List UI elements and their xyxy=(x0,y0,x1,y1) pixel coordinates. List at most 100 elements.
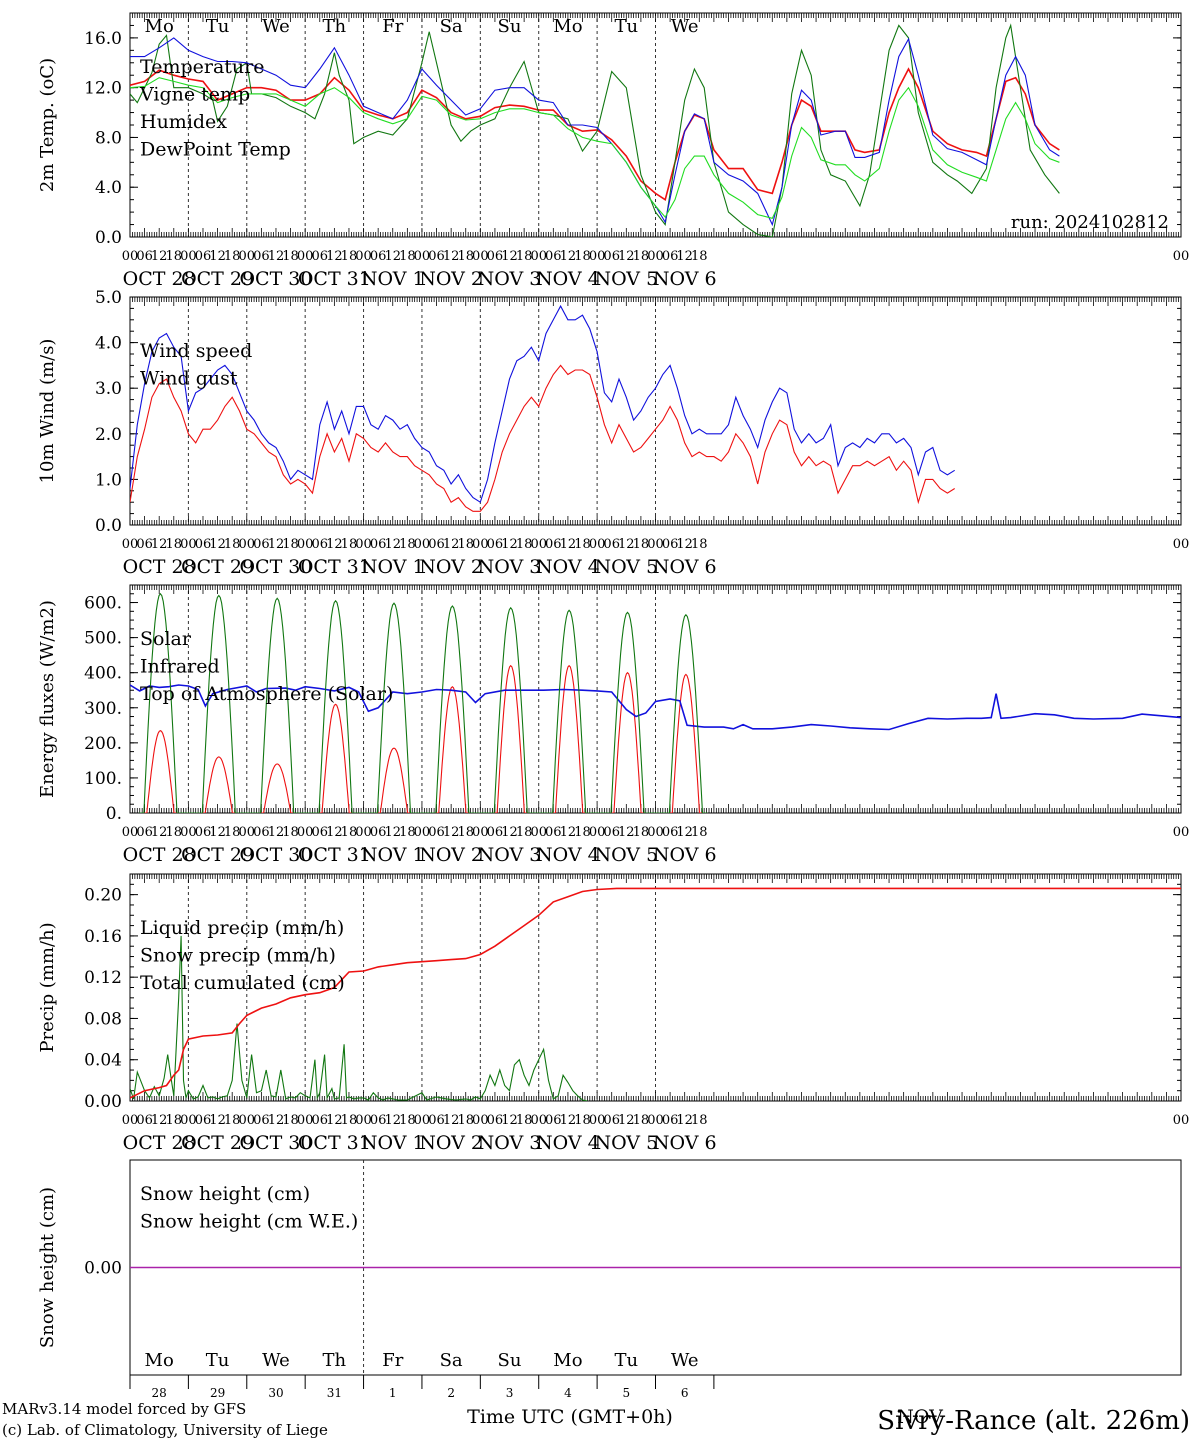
hour-label: 06 xyxy=(428,825,445,840)
hour-label: 12 xyxy=(209,825,226,840)
series-group xyxy=(130,23,1060,237)
weekday-label: Su xyxy=(498,1350,522,1371)
y-tick-label: 0.00 xyxy=(84,1092,122,1112)
date-label: NOV 5 xyxy=(594,844,658,866)
y-axis-label: Precip (mm/h) xyxy=(37,922,58,1052)
y-tick-label: 100. xyxy=(84,769,122,789)
series-group xyxy=(130,887,1181,1101)
hour-label: 00 xyxy=(297,249,314,264)
hour-label: 12 xyxy=(326,537,343,552)
hour-label: 00 xyxy=(647,537,664,552)
hour-label: 12 xyxy=(618,537,635,552)
hour-label: 00 xyxy=(589,249,606,264)
hour-label: 00 xyxy=(589,825,606,840)
y-tick-label: 0.16 xyxy=(84,927,122,947)
hour-label: 12 xyxy=(501,1113,518,1128)
hour-label: 06 xyxy=(428,1113,445,1128)
date-label: NOV 2 xyxy=(419,268,483,290)
hour-label: 00 xyxy=(1173,825,1190,840)
date-label: NOV 1 xyxy=(361,1132,425,1154)
y-tick-label: 500. xyxy=(84,629,122,649)
bottom-nov-label: NOV xyxy=(897,1406,943,1428)
legend-entry: Vigne temp xyxy=(139,84,250,106)
day-number-label: 30 xyxy=(268,1386,283,1400)
series-line xyxy=(141,664,705,813)
series-line xyxy=(130,887,1181,1099)
date-label: NOV 6 xyxy=(653,556,717,578)
day-number-label: 1 xyxy=(389,1386,397,1400)
hour-label: 06 xyxy=(662,537,679,552)
panel-frame xyxy=(129,12,1182,238)
y-tick-label: 0.08 xyxy=(84,1009,122,1029)
hour-label: 00 xyxy=(530,825,547,840)
date-label: OCT 29 xyxy=(181,556,254,578)
date-label: OCT 30 xyxy=(239,268,312,290)
legend-entry: Humidex xyxy=(140,111,227,133)
hour-label: 00 xyxy=(414,249,431,264)
date-label: NOV 6 xyxy=(653,268,717,290)
y-tick-label: 400. xyxy=(84,664,122,684)
weekday-label: Fr xyxy=(382,1350,403,1371)
weekday-label: We xyxy=(671,16,699,37)
hour-label: 00 xyxy=(647,1113,664,1128)
hour-label: 06 xyxy=(370,1113,387,1128)
hour-label: 06 xyxy=(487,537,504,552)
legend-entry: Snow height (cm W.E.) xyxy=(140,1211,358,1233)
hour-label: 06 xyxy=(195,1113,212,1128)
y-tick-label: 300. xyxy=(84,699,122,719)
y-tick-label: 3.0 xyxy=(95,379,122,399)
hour-label: 18 xyxy=(341,1113,358,1128)
station-name: Sivry-Rance (alt. 226m) xyxy=(877,1406,1190,1436)
y-tick-label: 0.04 xyxy=(84,1051,122,1071)
hour-label: 18 xyxy=(166,537,183,552)
hour-label: 12 xyxy=(618,1113,635,1128)
legend-entry: Snow height (cm) xyxy=(140,1183,310,1205)
hour-label: 18 xyxy=(691,537,708,552)
series-line xyxy=(130,304,955,504)
date-label: OCT 30 xyxy=(239,1132,312,1154)
hour-label: 00 xyxy=(472,1113,489,1128)
hour-label: 06 xyxy=(545,825,562,840)
weekday-label: We xyxy=(262,1350,290,1371)
date-label: NOV 4 xyxy=(536,1132,600,1154)
hour-label: 18 xyxy=(166,1113,183,1128)
panel-5: Mo 28 Tu 29 We 30 Th 31 Fr 1 Sa 2 Su 3 Mo 4 Tu 5 We 6 0.00 Sn… xyxy=(37,1159,1182,1400)
day-number-label: 2 xyxy=(447,1386,455,1400)
legend-entry: Total cumulated (cm) xyxy=(140,972,345,994)
hour-label: 12 xyxy=(209,1113,226,1128)
day-number-label: 28 xyxy=(152,1386,167,1400)
hour-label: 12 xyxy=(384,537,401,552)
date-label: NOV 2 xyxy=(419,556,483,578)
date-label: OCT 30 xyxy=(239,844,312,866)
hour-label: 00 xyxy=(239,825,256,840)
hour-label: 00 xyxy=(589,1113,606,1128)
y-tick-label: 8.0 xyxy=(95,128,122,148)
hour-label: 18 xyxy=(574,825,591,840)
date-label: NOV 3 xyxy=(478,1132,542,1154)
lab-credit: (c) Lab. of Climatology, University of L… xyxy=(2,1421,328,1439)
y-tick-label: 4.0 xyxy=(95,334,122,354)
day-number-label: 4 xyxy=(564,1386,572,1400)
hour-label: 06 xyxy=(603,1113,620,1128)
hour-label: 12 xyxy=(268,537,285,552)
hour-label: 18 xyxy=(224,537,241,552)
hour-label: 18 xyxy=(224,1113,241,1128)
hour-label: 18 xyxy=(282,537,299,552)
date-label: NOV 5 xyxy=(594,556,658,578)
hour-label: 18 xyxy=(399,249,416,264)
hour-label: 18 xyxy=(516,1113,533,1128)
y-tick-label: 0.0 xyxy=(95,228,122,248)
hour-label: 06 xyxy=(195,537,212,552)
day-number-label: 6 xyxy=(681,1386,689,1400)
y-tick-label: 4.0 xyxy=(95,178,122,198)
date-label: NOV 3 xyxy=(478,844,542,866)
hour-label: 00 xyxy=(122,825,139,840)
hour-label: 12 xyxy=(560,249,577,264)
date-label: NOV 5 xyxy=(594,1132,658,1154)
hour-label: 12 xyxy=(151,537,168,552)
hour-label: 06 xyxy=(603,825,620,840)
day-number-label: 31 xyxy=(327,1386,342,1400)
weekday-label: Sa xyxy=(440,1350,463,1371)
y-axis-label: 10m Wind (m/s) xyxy=(37,339,58,484)
